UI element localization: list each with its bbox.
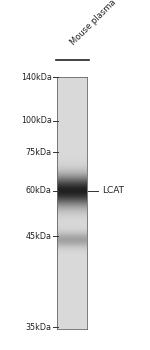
Text: LCAT: LCAT [102,186,124,195]
Text: 140kDa: 140kDa [21,72,52,82]
Text: 45kDa: 45kDa [26,232,52,241]
Text: Mouse plasma: Mouse plasma [69,0,118,47]
Text: 100kDa: 100kDa [21,116,52,125]
Text: 75kDa: 75kDa [26,148,52,157]
Text: 60kDa: 60kDa [26,186,52,195]
Text: 35kDa: 35kDa [26,323,52,332]
